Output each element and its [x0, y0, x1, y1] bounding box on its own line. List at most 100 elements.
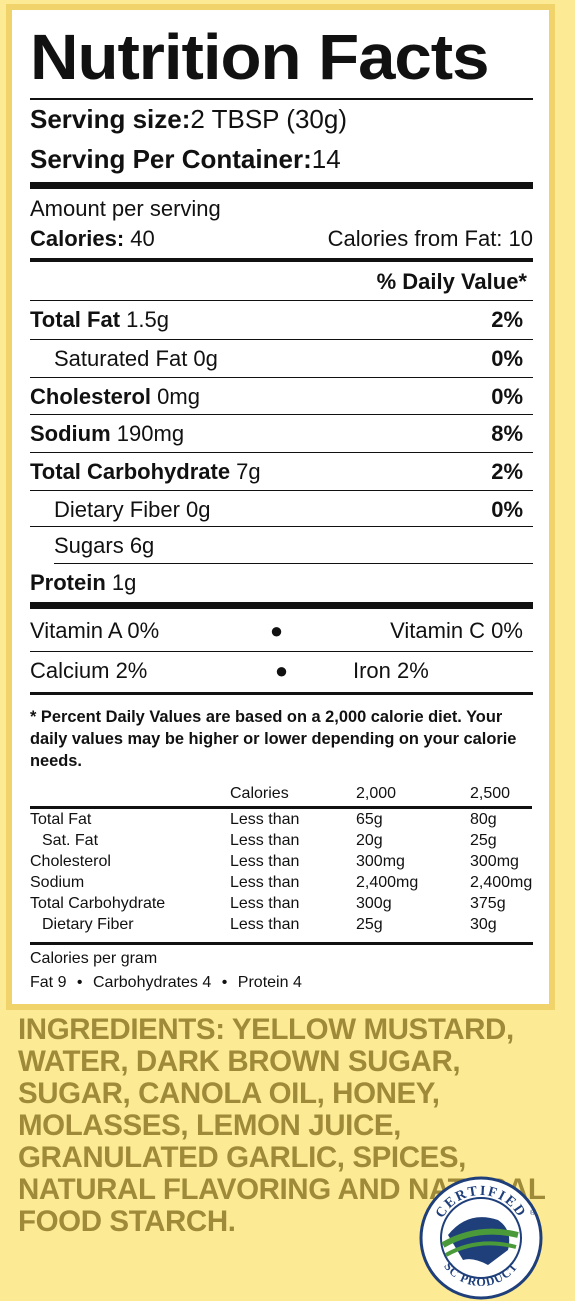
nutrient-row: Total Carbohydrate 7g 2% [30, 454, 533, 490]
nutrient-dv: 8% [491, 421, 523, 446]
footnote: * Percent Daily Values are based on a 2,… [30, 708, 517, 770]
serving-size-row: Serving size: 2 TBSP (30g) [30, 102, 533, 136]
registered-mark: ® [530, 1209, 536, 1217]
amount-per-serving: Amount per serving [30, 196, 221, 221]
dv-table-row: Sodium Less than 2,400mg 2,400mg [30, 872, 532, 893]
calories-per-gram-label: Calories per gram [30, 950, 158, 967]
title-rule [30, 98, 533, 100]
vitamin-a: Vitamin A 0% [30, 618, 160, 643]
dv-table-cell: 25g [356, 915, 383, 933]
dv-table-header: Calories 2,000 2,500 [30, 782, 533, 809]
dv-table-cell: Dietary Fiber [42, 915, 134, 933]
nutrient-label: Sodium 190mg [30, 421, 184, 447]
dv-header-row: % Daily Value* [30, 266, 533, 298]
divider [54, 563, 533, 564]
nutrient-name: Sodium [30, 421, 111, 446]
divider [30, 414, 533, 415]
dv-table-cell: 30g [470, 915, 497, 933]
nutrient-amount: 1.5g [120, 307, 169, 332]
thick-rule-2 [30, 602, 533, 609]
dv-table-cell: Sat. Fat [42, 831, 99, 849]
iron: Iron 2% [352, 658, 429, 683]
nutrient-name: Sugars 6g [54, 533, 155, 558]
divider [30, 377, 533, 378]
nutrition-label: Nutrition Facts Serving size: 2 TBSP (30… [6, 4, 555, 1010]
dv-table-cell: 2,000 [356, 782, 470, 809]
nutrient-row: Sodium 190mg 8% [30, 416, 533, 452]
calories-per-gram-values: Fat 9 • Carbohydrates 4 • Protein 4 [30, 974, 302, 992]
nutrient-name: Protein [30, 570, 106, 595]
medium-rule [30, 258, 533, 262]
dv-table-cell: Less than [230, 894, 300, 912]
calcium: Calcium 2% [30, 658, 148, 683]
calories-value: 40 [124, 226, 155, 251]
nutrient-label: Sugars 6g [30, 533, 154, 559]
calories-from-fat: Calories from Fat: 10 [327, 226, 533, 251]
dv-table-cell: Cholesterol [30, 852, 111, 870]
nutrient-label: Cholesterol 0mg [30, 384, 200, 410]
dv-table-cell: 375g [470, 894, 506, 912]
footer-rule [30, 942, 533, 945]
dv-table-cell: 25g [470, 831, 497, 849]
dv-table-cell: 300g [356, 894, 392, 912]
dv-table-row: Total Carbohydrate Less than 300g 375g [30, 893, 532, 914]
bullet-icon: • [76, 974, 83, 991]
serving-size-value: 2 TBSP (30g) [190, 103, 347, 134]
nutrient-amount: 1g [105, 570, 137, 595]
nutrient-amount: 0mg [151, 384, 200, 409]
nutrient-label: Total Fat 1.5g [30, 307, 169, 333]
nutrient-row: Saturated Fat 0g 0% [30, 341, 533, 377]
nutrient-dv: 0% [491, 384, 523, 409]
bullet-icon: • [221, 974, 228, 991]
carb-per-gram: Carbohydrates 4 [92, 974, 212, 991]
servings-per-container-value: 14 [311, 143, 341, 174]
dv-header: % Daily Value* [376, 269, 527, 294]
calories-row: Calories: 40 Calories from Fat: 10 [30, 224, 533, 254]
dv-table-cell: Total Carbohydrate [30, 894, 166, 912]
dv-table-row: Sat. Fat Less than 20g 25g [30, 830, 532, 851]
dv-table-cell: Less than [230, 873, 300, 891]
vitamin-c: Vitamin C 0% [390, 618, 523, 643]
dv-table-cell: 80g [470, 810, 497, 828]
dv-table-cell: 2,400mg [356, 873, 419, 891]
protein-per-gram: Protein 4 [237, 974, 302, 991]
nutrient-label: Dietary Fiber 0g [30, 497, 211, 523]
nutrient-dv: 2% [491, 459, 523, 484]
dv-table-cell: 300mg [470, 852, 519, 870]
divider [30, 490, 533, 491]
label-title: Nutrition Facts [30, 21, 489, 93]
dv-table-row: Total Fat Less than 65g 80g [30, 808, 532, 831]
servings-per-container-label: Serving Per Container: [30, 143, 312, 174]
servings-per-container-row: Serving Per Container: 14 [30, 142, 533, 176]
nutrient-name: Saturated Fat 0g [54, 346, 218, 371]
dv-table-cell: 20g [356, 831, 383, 849]
dv-table-cell: Calories [230, 782, 356, 809]
dv-table-cell: Less than [230, 915, 300, 933]
nutrient-dv: 0% [491, 346, 523, 371]
thick-rule [30, 182, 533, 189]
calories-label: Calories: [30, 226, 125, 251]
footnote-rule [30, 692, 533, 695]
fat-per-gram: Fat 9 [30, 974, 67, 991]
nutrient-dv: 0% [491, 497, 523, 522]
nutrient-name: Cholesterol [30, 384, 152, 409]
nutrient-amount: 7g [230, 459, 261, 484]
vitamin-row-1: Vitamin A 0% ● Vitamin C 0% [30, 613, 533, 649]
divider [30, 300, 533, 301]
nutrient-name: Total Carbohydrate [30, 459, 231, 484]
nutrient-name: Dietary Fiber 0g [54, 497, 211, 522]
nutrient-row: Dietary Fiber 0g 0% [30, 492, 533, 528]
vitamin-row-2: Calcium 2% ● Iron 2% [30, 653, 533, 689]
nutrient-amount: 190mg [110, 421, 185, 446]
nutrient-dv: 2% [491, 307, 523, 332]
dv-table-cell: 2,400mg [470, 873, 533, 891]
dv-table-cell: 2,500 [470, 782, 533, 809]
dv-table-cell: Total Fat [30, 810, 92, 828]
dv-table-cell: 65g [356, 810, 383, 828]
nutrient-name: Total Fat [30, 307, 121, 332]
nutrient-row: Total Fat 1.5g 2% [30, 302, 533, 338]
nutrient-row: Cholesterol 0mg 0% [30, 379, 533, 415]
dv-table-cell: Sodium [30, 873, 85, 891]
divider [30, 339, 533, 340]
dv-table-row: Cholesterol Less than 300mg 300mg [30, 851, 532, 872]
